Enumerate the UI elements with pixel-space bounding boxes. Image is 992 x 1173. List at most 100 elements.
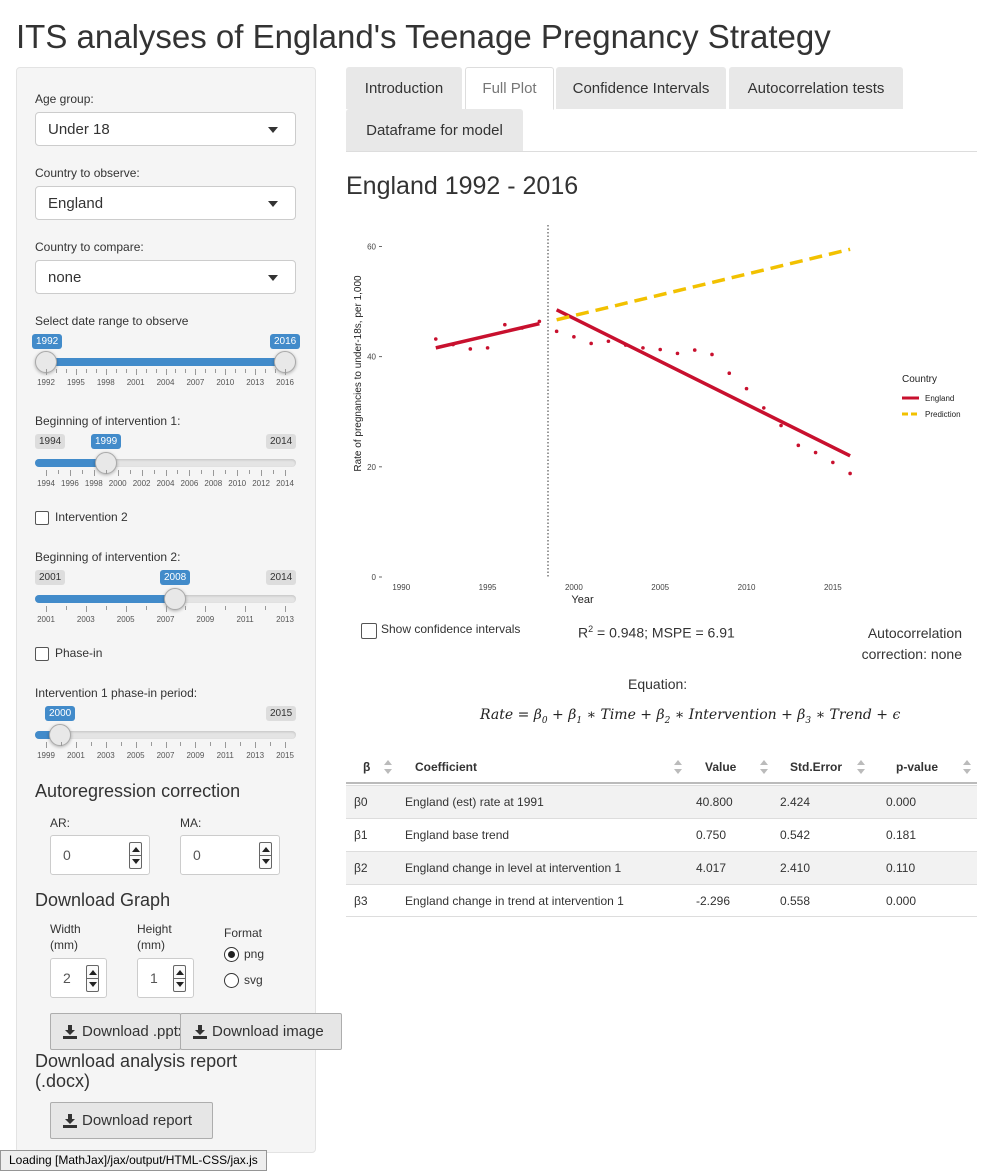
age-group-select[interactable]: Under 18 bbox=[35, 112, 296, 146]
slider-tick bbox=[210, 742, 212, 746]
col-header-p-value[interactable]: p-value bbox=[896, 760, 939, 774]
tab-introduction[interactable]: Introduction bbox=[346, 67, 462, 109]
slider-tick bbox=[46, 606, 47, 612]
plot-title: England 1992 - 2016 bbox=[346, 172, 579, 200]
slider-tick-label: 2015 bbox=[276, 751, 294, 760]
intervention2-handle[interactable] bbox=[164, 588, 186, 610]
col-header-coefficient[interactable]: Coefficient bbox=[415, 760, 478, 774]
slider-tick-label: 2009 bbox=[196, 615, 215, 624]
width-stepper[interactable] bbox=[86, 965, 99, 992]
slider-tick-label: 2011 bbox=[216, 751, 234, 760]
slider-tick bbox=[285, 369, 286, 375]
slider-tick-label: 2007 bbox=[156, 751, 175, 760]
col-header-value[interactable]: Value bbox=[705, 760, 737, 774]
autocorrelation-label-1: Autocorrelation bbox=[867, 625, 962, 641]
intervention2-min-badge: 2001 bbox=[35, 570, 66, 585]
download-pptx-button[interactable]: Download .pptx bbox=[50, 1013, 181, 1050]
ma-input[interactable]: 0 bbox=[180, 835, 280, 875]
slider-tick-label: 1998 bbox=[96, 378, 115, 387]
ma-stepper[interactable] bbox=[259, 842, 272, 869]
slider-tick-label: 2000 bbox=[108, 479, 127, 488]
slider-tick bbox=[213, 470, 215, 476]
col-header-std-error[interactable]: Std.Error bbox=[790, 760, 843, 774]
sort-icon[interactable] bbox=[674, 760, 682, 774]
ar-stepper[interactable] bbox=[129, 842, 142, 869]
date-range-from-badge: 1992 bbox=[32, 334, 63, 349]
slider-tick-label: 2011 bbox=[236, 615, 254, 624]
ar-input[interactable]: 0 bbox=[50, 835, 150, 875]
date-range-to-badge: 2016 bbox=[270, 334, 301, 349]
height-label: Height bbox=[137, 922, 172, 936]
slider-tick bbox=[273, 470, 275, 474]
date-range-bar bbox=[46, 358, 285, 366]
slider-tick-label: 2005 bbox=[116, 615, 135, 624]
slider-tick bbox=[135, 369, 137, 375]
slider-tick-label: 2010 bbox=[216, 378, 235, 387]
phase-in-value-badge: 2000 bbox=[45, 706, 76, 721]
format-svg-radio[interactable] bbox=[224, 973, 239, 988]
x-tick-label: 2005 bbox=[651, 583, 669, 592]
phase-in-track[interactable] bbox=[35, 731, 296, 739]
phase-in-handle[interactable] bbox=[49, 724, 71, 746]
ar-value: 0 bbox=[63, 847, 71, 863]
legend-title: Country bbox=[902, 374, 937, 385]
table-row: β2 England change in level at interventi… bbox=[346, 851, 977, 884]
ma-value: 0 bbox=[193, 847, 201, 863]
height-value: 1 bbox=[150, 970, 158, 986]
sort-icon[interactable] bbox=[384, 760, 392, 774]
height-input[interactable]: 1 bbox=[137, 958, 194, 998]
col-header-beta[interactable]: β bbox=[363, 760, 371, 774]
intervention2-max-badge: 2014 bbox=[266, 570, 297, 585]
width-label: Width bbox=[50, 922, 81, 936]
data-point bbox=[485, 346, 490, 350]
slider-tick-label: 2013 bbox=[276, 615, 294, 624]
data-point bbox=[779, 423, 783, 428]
slider-tick-label: 2007 bbox=[156, 615, 175, 624]
tab-autocorrelation-tests[interactable]: Autocorrelation tests bbox=[729, 67, 903, 109]
x-tick-label: 1995 bbox=[479, 583, 497, 592]
slider-tick-label: 1995 bbox=[66, 378, 85, 387]
ma-label: MA: bbox=[180, 816, 202, 830]
slider-tick bbox=[85, 606, 87, 612]
country-observe-select[interactable]: England bbox=[35, 186, 296, 220]
tab-full-plot[interactable]: Full Plot bbox=[465, 67, 554, 110]
download-report-button[interactable]: Download report bbox=[50, 1102, 213, 1139]
intervention2-checkbox-label: Intervention 2 bbox=[55, 510, 128, 524]
intervention1-track[interactable] bbox=[35, 459, 296, 467]
slider-tick-label: 2006 bbox=[180, 479, 199, 488]
data-point bbox=[710, 352, 714, 357]
x-axis-label: Year bbox=[571, 594, 594, 606]
download-image-button[interactable]: Download image bbox=[180, 1013, 342, 1050]
slider-tick bbox=[285, 470, 286, 476]
phase-in-checkbox[interactable] bbox=[35, 647, 49, 661]
slider-tick-label: 2003 bbox=[96, 751, 115, 760]
slider-tick-label: 2001 bbox=[126, 378, 145, 387]
coef-table-header bbox=[346, 750, 977, 784]
height-unit-label: (mm) bbox=[137, 938, 165, 952]
show-ci-checkbox[interactable] bbox=[361, 623, 377, 639]
data-point bbox=[641, 346, 645, 350]
height-stepper[interactable] bbox=[173, 965, 186, 992]
tab-dataframe-for-model[interactable]: Dataframe for model bbox=[346, 109, 523, 151]
sort-icon[interactable] bbox=[963, 760, 971, 774]
slider-tick-label: 2004 bbox=[156, 378, 175, 387]
slider-tick bbox=[55, 369, 57, 373]
intervention2-checkbox[interactable] bbox=[35, 511, 49, 525]
tab-confidence-intervals[interactable]: Confidence Intervals bbox=[556, 67, 726, 109]
format-png-radio[interactable] bbox=[224, 947, 239, 962]
width-input[interactable]: 2 bbox=[50, 958, 107, 998]
slider-tick bbox=[93, 470, 95, 476]
slider-tick bbox=[65, 606, 67, 610]
its-chart: 1990 1995 2000 2005 2010 2015 0 20 40 60 Year Ra… bbox=[353, 225, 961, 606]
sort-icon[interactable] bbox=[857, 760, 865, 774]
data-point bbox=[813, 450, 818, 455]
sort-icon[interactable] bbox=[760, 760, 768, 774]
slider-tick bbox=[153, 470, 155, 474]
country-compare-select[interactable]: none bbox=[35, 260, 296, 294]
slider-tick bbox=[60, 742, 62, 746]
slider-tick bbox=[105, 606, 107, 610]
slider-tick-label: 2002 bbox=[132, 479, 151, 488]
intervention2-ticks: 2001 2003 2005 2007 2009 2011 2013 bbox=[35, 606, 296, 624]
slider-tick bbox=[201, 470, 203, 474]
width-value: 2 bbox=[63, 970, 71, 986]
